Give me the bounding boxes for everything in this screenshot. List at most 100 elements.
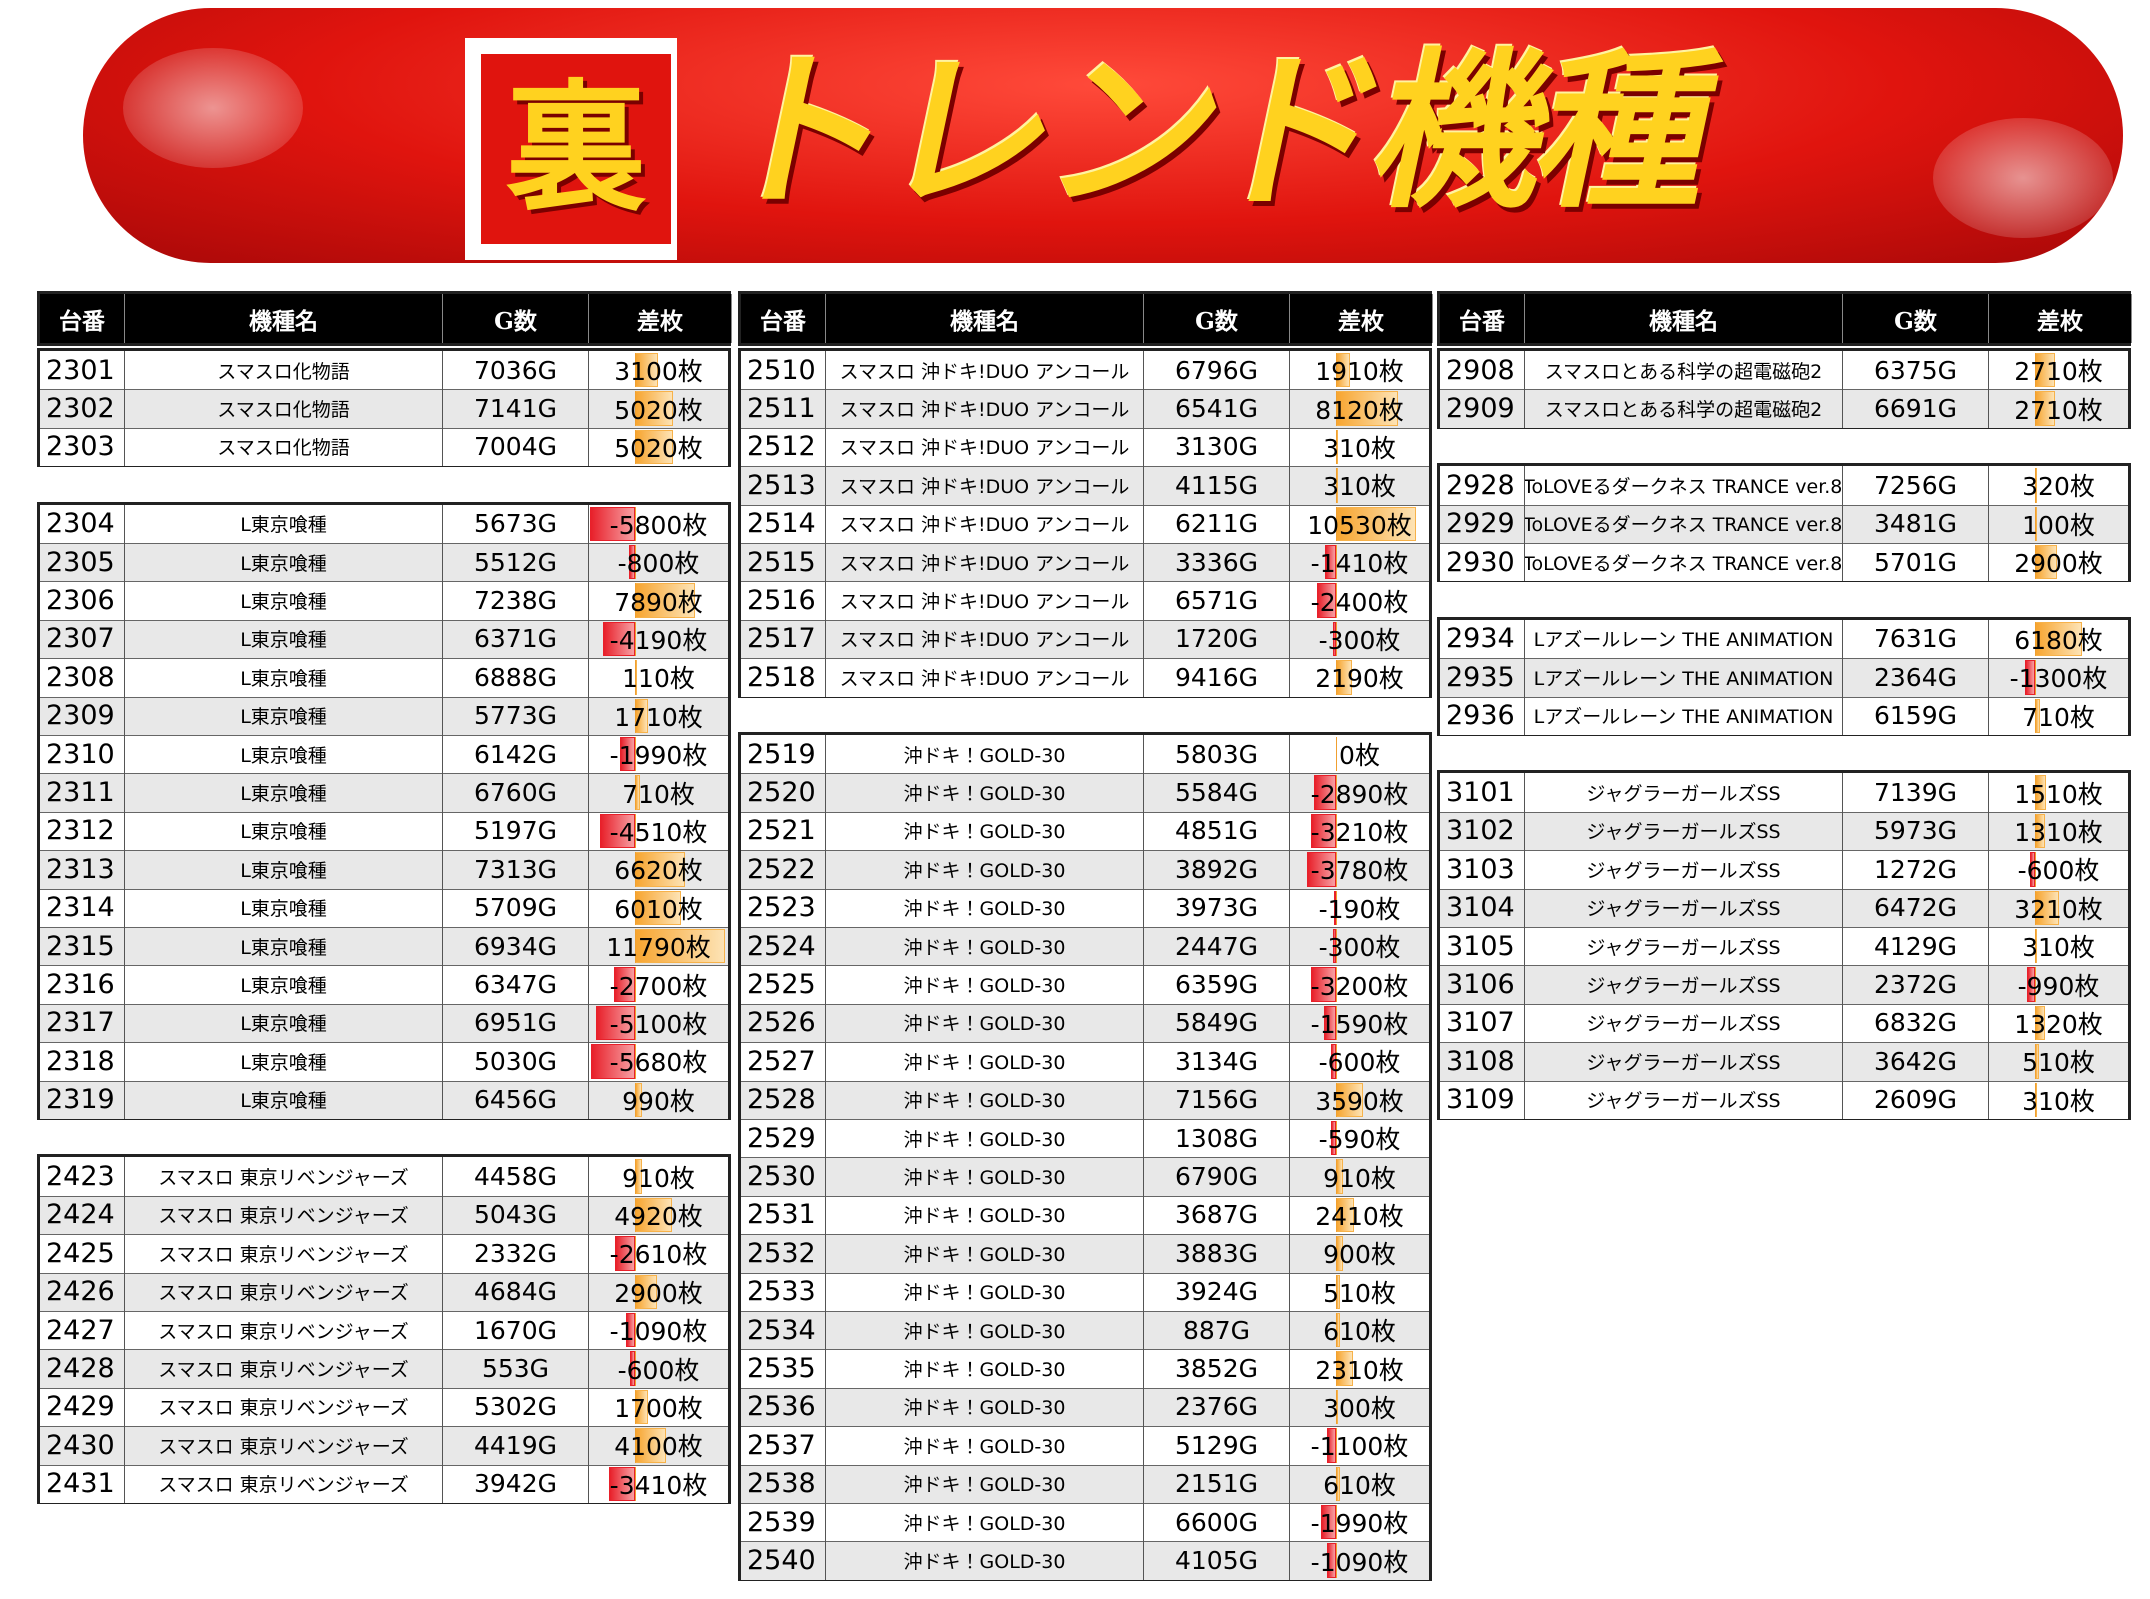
game-count: 3134G xyxy=(1144,1042,1290,1081)
machine-name: 沖ドキ！GOLD-30 xyxy=(826,965,1144,1004)
zero-line xyxy=(2034,775,2036,810)
row-divider xyxy=(1440,1003,2128,1005)
row-background xyxy=(1440,965,2128,1004)
machine-name: スマスロとある科学の超電磁砲2 xyxy=(1525,389,1843,428)
difference: 6180枚 xyxy=(2014,625,2103,655)
machine-name: スマスロ 沖ドキ!DUO アンコール xyxy=(826,581,1144,620)
difference: -2890枚 xyxy=(1310,779,1409,809)
machine-number: 2315 xyxy=(40,926,125,966)
machine-name: L東京喰種 xyxy=(125,619,443,659)
machine-group: 2304 L東京喰種 5673G -5800枚 2305 L東京喰種 5512G -800枚 2… xyxy=(37,501,731,1120)
machine-name: 沖ドキ！GOLD-30 xyxy=(826,1234,1144,1273)
machine-name: ジャグラーガールズSS xyxy=(1525,1080,1843,1119)
negative-bar xyxy=(1323,1005,1336,1041)
row-background xyxy=(40,696,728,735)
difference: -3780枚 xyxy=(1310,856,1409,886)
row-background xyxy=(40,734,728,774)
column-header: G数 xyxy=(1843,294,1989,343)
column-header: G数 xyxy=(1144,294,1290,343)
machine-name: L東京喰種 xyxy=(125,1003,443,1043)
machine-number: 2928 xyxy=(1440,466,1525,505)
machine-name: 沖ドキ！GOLD-30 xyxy=(826,1503,1144,1542)
machine-name: 沖ドキ！GOLD-30 xyxy=(826,1311,1144,1350)
machine-name: スマスロ 沖ドキ!DUO アンコール xyxy=(826,504,1144,543)
negative-bar xyxy=(1317,583,1336,618)
machine-name: 沖ドキ！GOLD-30 xyxy=(826,1080,1144,1119)
machine-number: 2318 xyxy=(40,1042,125,1081)
zero-line xyxy=(634,967,636,1002)
zero-line xyxy=(1335,1428,1337,1463)
zero-line xyxy=(2034,1005,2036,1041)
zero-line xyxy=(1335,1351,1337,1386)
table-header: 台番 機種名 G数 差枚 xyxy=(738,291,1433,346)
game-count: 553G xyxy=(443,1349,589,1388)
difference: -5800枚 xyxy=(609,510,708,540)
machine-number: 2512 xyxy=(741,427,826,467)
row-background xyxy=(1440,1080,2128,1119)
zero-line xyxy=(1335,775,1337,810)
game-count: 2376G xyxy=(1144,1387,1290,1427)
row-background xyxy=(1440,1042,2128,1081)
positive-bar xyxy=(1335,391,1398,426)
row-divider xyxy=(1440,696,2128,698)
row-divider xyxy=(40,1387,728,1389)
machine-number: 2909 xyxy=(1440,389,1525,428)
machine-name: 沖ドキ！GOLD-30 xyxy=(826,773,1144,812)
row-background xyxy=(741,1195,1429,1235)
row-divider xyxy=(1440,658,2128,660)
zero-line xyxy=(1335,545,1337,580)
row-background xyxy=(1440,658,2128,697)
column-header: 機種名 xyxy=(826,294,1144,343)
machine-name: 沖ドキ！GOLD-30 xyxy=(826,811,1144,851)
row-divider xyxy=(741,1080,1429,1082)
game-count: 6375G xyxy=(1843,351,1989,390)
negative-bar xyxy=(1313,775,1336,810)
game-count: 2372G xyxy=(1843,965,1989,1004)
game-count: 6359G xyxy=(1144,965,1290,1004)
game-count: 7631G xyxy=(1843,619,1989,659)
machine-number: 2537 xyxy=(741,1426,826,1465)
game-count: 4419G xyxy=(443,1426,589,1465)
machine-name: スマスロ 沖ドキ!DUO アンコール xyxy=(826,658,1144,697)
machine-number: 2429 xyxy=(40,1387,125,1427)
difference: 2190枚 xyxy=(1315,664,1404,694)
machine-name: Lアズールレーン THE ANIMATION xyxy=(1525,658,1843,697)
row-background xyxy=(741,389,1429,428)
game-count: 3883G xyxy=(1144,1234,1290,1273)
difference: -300枚 xyxy=(1318,625,1401,655)
row-background xyxy=(1440,926,2128,966)
zero-line xyxy=(634,429,636,465)
game-count: 6832G xyxy=(1843,1003,1989,1043)
row-divider xyxy=(40,888,728,890)
row-divider xyxy=(40,658,728,660)
game-count: 6472G xyxy=(1843,888,1989,927)
game-count: 1720G xyxy=(1144,619,1290,659)
machine-number: 2319 xyxy=(40,1080,125,1119)
machine-name: ジャグラーガールズSS xyxy=(1525,965,1843,1004)
row-divider xyxy=(741,389,1429,391)
game-count: 4105G xyxy=(1144,1541,1290,1580)
machine-number: 2518 xyxy=(741,658,826,697)
machine-name: スマスロ 沖ドキ!DUO アンコール xyxy=(826,543,1144,582)
row-divider xyxy=(741,888,1429,890)
machine-number: 2519 xyxy=(741,735,826,774)
machine-name: L東京喰種 xyxy=(125,965,443,1004)
row-background xyxy=(741,1503,1429,1542)
difference: -600枚 xyxy=(1318,1048,1401,1078)
game-count: 3642G xyxy=(1843,1042,1989,1081)
difference: 910枚 xyxy=(1323,1163,1396,1193)
machine-number: 3106 xyxy=(1440,965,1525,1004)
zero-line xyxy=(2034,544,2036,580)
game-count: 5701G xyxy=(1843,542,1989,582)
zero-line xyxy=(1335,1236,1337,1271)
zero-line xyxy=(634,813,636,849)
row-background xyxy=(741,1157,1429,1196)
row-background xyxy=(40,1234,728,1273)
game-count: 1308G xyxy=(1144,1119,1290,1158)
zero-line xyxy=(634,928,636,964)
row-divider xyxy=(741,965,1429,967)
game-count: 5849G xyxy=(1144,1003,1290,1043)
machine-name: 沖ドキ！GOLD-30 xyxy=(826,1119,1144,1158)
difference: 10530枚 xyxy=(1307,510,1412,540)
game-count: 7156G xyxy=(1144,1080,1290,1119)
